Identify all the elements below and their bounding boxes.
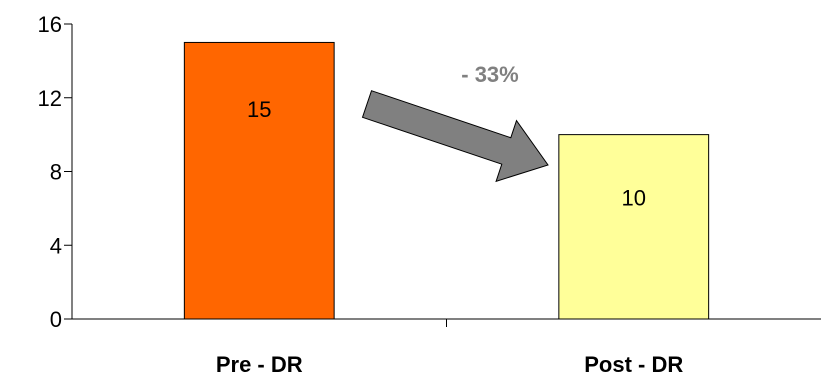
chart-labels: 0 4 8 12 16 15 Pre - DR 10 Post - DR (38, 12, 684, 377)
y-tick-label: 16 (38, 12, 62, 37)
change-percent-label: - 33% (461, 62, 518, 87)
bar (558, 134, 710, 320)
y-tick-label: 4 (50, 233, 62, 258)
bar (183, 41, 335, 320)
y-tick-label: 0 (50, 307, 62, 332)
category-label: Post - DR (584, 352, 683, 377)
category-label: Pre - DR (216, 352, 303, 377)
change-arrow-icon (361, 90, 549, 183)
y-tick-label: 8 (50, 160, 62, 185)
y-tick-label: 12 (38, 86, 62, 111)
change-annotation: - 33% (361, 62, 549, 183)
chart-bars (183, 41, 710, 320)
bar-data-label: 15 (247, 97, 271, 122)
bar-data-label: 10 (622, 185, 646, 210)
